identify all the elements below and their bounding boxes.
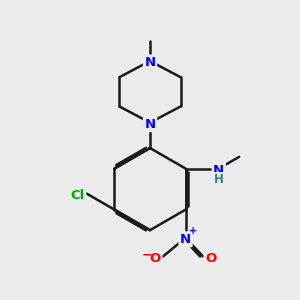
Text: N: N (144, 118, 156, 130)
Text: H: H (214, 173, 224, 186)
Text: Cl: Cl (70, 189, 85, 202)
Text: O: O (150, 252, 161, 265)
Text: N: N (180, 233, 191, 246)
Text: −: − (141, 248, 152, 261)
Text: +: + (188, 226, 197, 236)
Text: O: O (205, 252, 216, 265)
Text: N: N (144, 56, 156, 69)
Text: N: N (213, 164, 224, 177)
